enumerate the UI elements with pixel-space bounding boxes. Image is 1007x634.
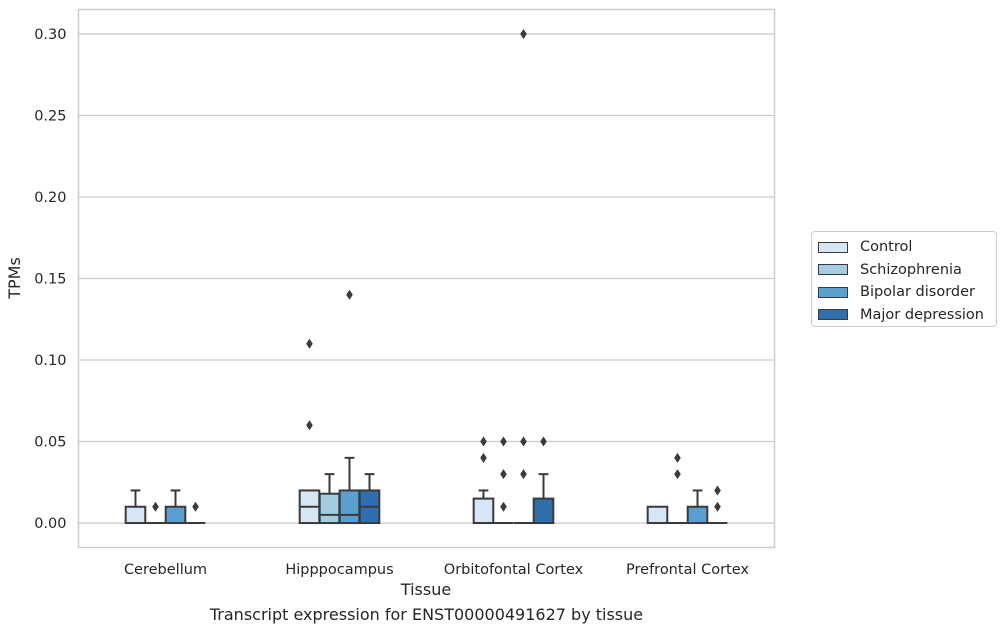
x-tick-label: Cerebellum bbox=[124, 562, 207, 578]
box bbox=[124, 505, 147, 525]
outlier-point bbox=[152, 501, 159, 512]
box-schizophrenia bbox=[145, 501, 166, 525]
y-tick-labels: 0.00 0.05 0.10 0.15 0.20 0.25 0.30 bbox=[34, 27, 66, 532]
outlier-point bbox=[306, 338, 313, 349]
legend-swatch bbox=[818, 241, 848, 253]
box-control bbox=[124, 489, 147, 525]
box bbox=[472, 497, 495, 525]
box-major-depression bbox=[532, 436, 555, 525]
legend-swatch bbox=[818, 309, 848, 321]
outlier-point bbox=[674, 469, 681, 480]
legend-label: Major depression bbox=[860, 306, 984, 323]
figure-caption: Transcript expression for ENST0000049162… bbox=[209, 605, 644, 624]
box-bipolar-disorder bbox=[513, 28, 534, 525]
box bbox=[318, 492, 341, 525]
y-tick-label: 0.25 bbox=[34, 108, 66, 124]
x-tick-labels: Cerebellum Hipppocampus Orbitofontal Corte… bbox=[124, 562, 749, 578]
outlier-point bbox=[192, 501, 199, 512]
legend-label: Control bbox=[860, 239, 913, 256]
box-major-depression bbox=[185, 501, 206, 525]
box-groups bbox=[124, 28, 728, 525]
x-axis-label: Tissue bbox=[400, 580, 451, 599]
box-bipolar-disorder bbox=[686, 489, 709, 525]
outlier-point bbox=[480, 436, 487, 447]
outlier-point bbox=[480, 452, 487, 463]
y-axis-label: TPMs bbox=[5, 257, 24, 300]
box-control bbox=[646, 505, 669, 525]
y-tick-label: 0.00 bbox=[34, 516, 66, 532]
legend-item: Control bbox=[818, 236, 996, 259]
box-bipolar-disorder bbox=[338, 289, 361, 525]
y-tick-label: 0.05 bbox=[34, 435, 66, 451]
box bbox=[646, 505, 669, 525]
legend-item: Major depression bbox=[818, 304, 996, 327]
box bbox=[338, 489, 361, 525]
outlier-point bbox=[674, 452, 681, 463]
box bbox=[164, 505, 187, 525]
y-tick-label: 0.30 bbox=[34, 27, 66, 43]
legend-label: Schizophrenia bbox=[860, 261, 962, 278]
legend-swatch bbox=[818, 264, 848, 276]
box-schizophrenia bbox=[493, 436, 514, 525]
y-tick-label: 0.15 bbox=[34, 272, 66, 288]
outlier-point bbox=[540, 436, 547, 447]
legend-swatch bbox=[818, 286, 848, 298]
x-tick-label: Prefrontal Cortex bbox=[626, 562, 749, 578]
box-major-depression bbox=[707, 485, 728, 525]
outlier-point bbox=[714, 485, 721, 496]
box bbox=[532, 497, 555, 525]
outlier-point bbox=[500, 469, 507, 480]
y-tick-label: 0.10 bbox=[34, 353, 66, 369]
outlier-point bbox=[714, 501, 721, 512]
box-control bbox=[472, 436, 495, 525]
outlier-point bbox=[500, 501, 507, 512]
outlier-point bbox=[346, 289, 353, 300]
x-tick-label: Hipppocampus bbox=[285, 562, 393, 578]
outlier-point bbox=[520, 436, 527, 447]
legend: Control Schizophrenia Bipolar disorder M… bbox=[811, 231, 997, 327]
legend-item: Bipolar disorder bbox=[818, 281, 996, 304]
x-tick-label: Orbitofontal Cortex bbox=[444, 562, 584, 578]
box-bipolar-disorder bbox=[164, 489, 187, 525]
legend-label: Bipolar disorder bbox=[860, 284, 975, 301]
box-major-depression bbox=[358, 473, 381, 525]
outlier-point bbox=[520, 28, 527, 39]
outlier-point bbox=[306, 420, 313, 431]
outlier-point bbox=[500, 436, 507, 447]
legend-item: Schizophrenia bbox=[818, 259, 996, 282]
box bbox=[686, 505, 709, 525]
outlier-point bbox=[520, 469, 527, 480]
box-schizophrenia bbox=[667, 452, 688, 525]
y-tick-label: 0.20 bbox=[34, 190, 66, 206]
